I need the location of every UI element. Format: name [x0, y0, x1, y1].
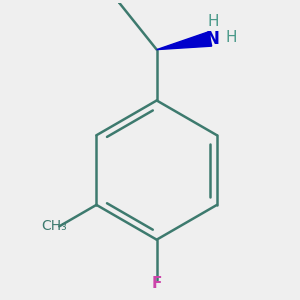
Text: CH₃: CH₃ [41, 219, 67, 233]
Text: N: N [206, 30, 220, 48]
Text: H: H [226, 30, 237, 45]
Text: F: F [152, 276, 162, 291]
Text: H: H [207, 14, 219, 29]
Polygon shape [157, 32, 212, 50]
